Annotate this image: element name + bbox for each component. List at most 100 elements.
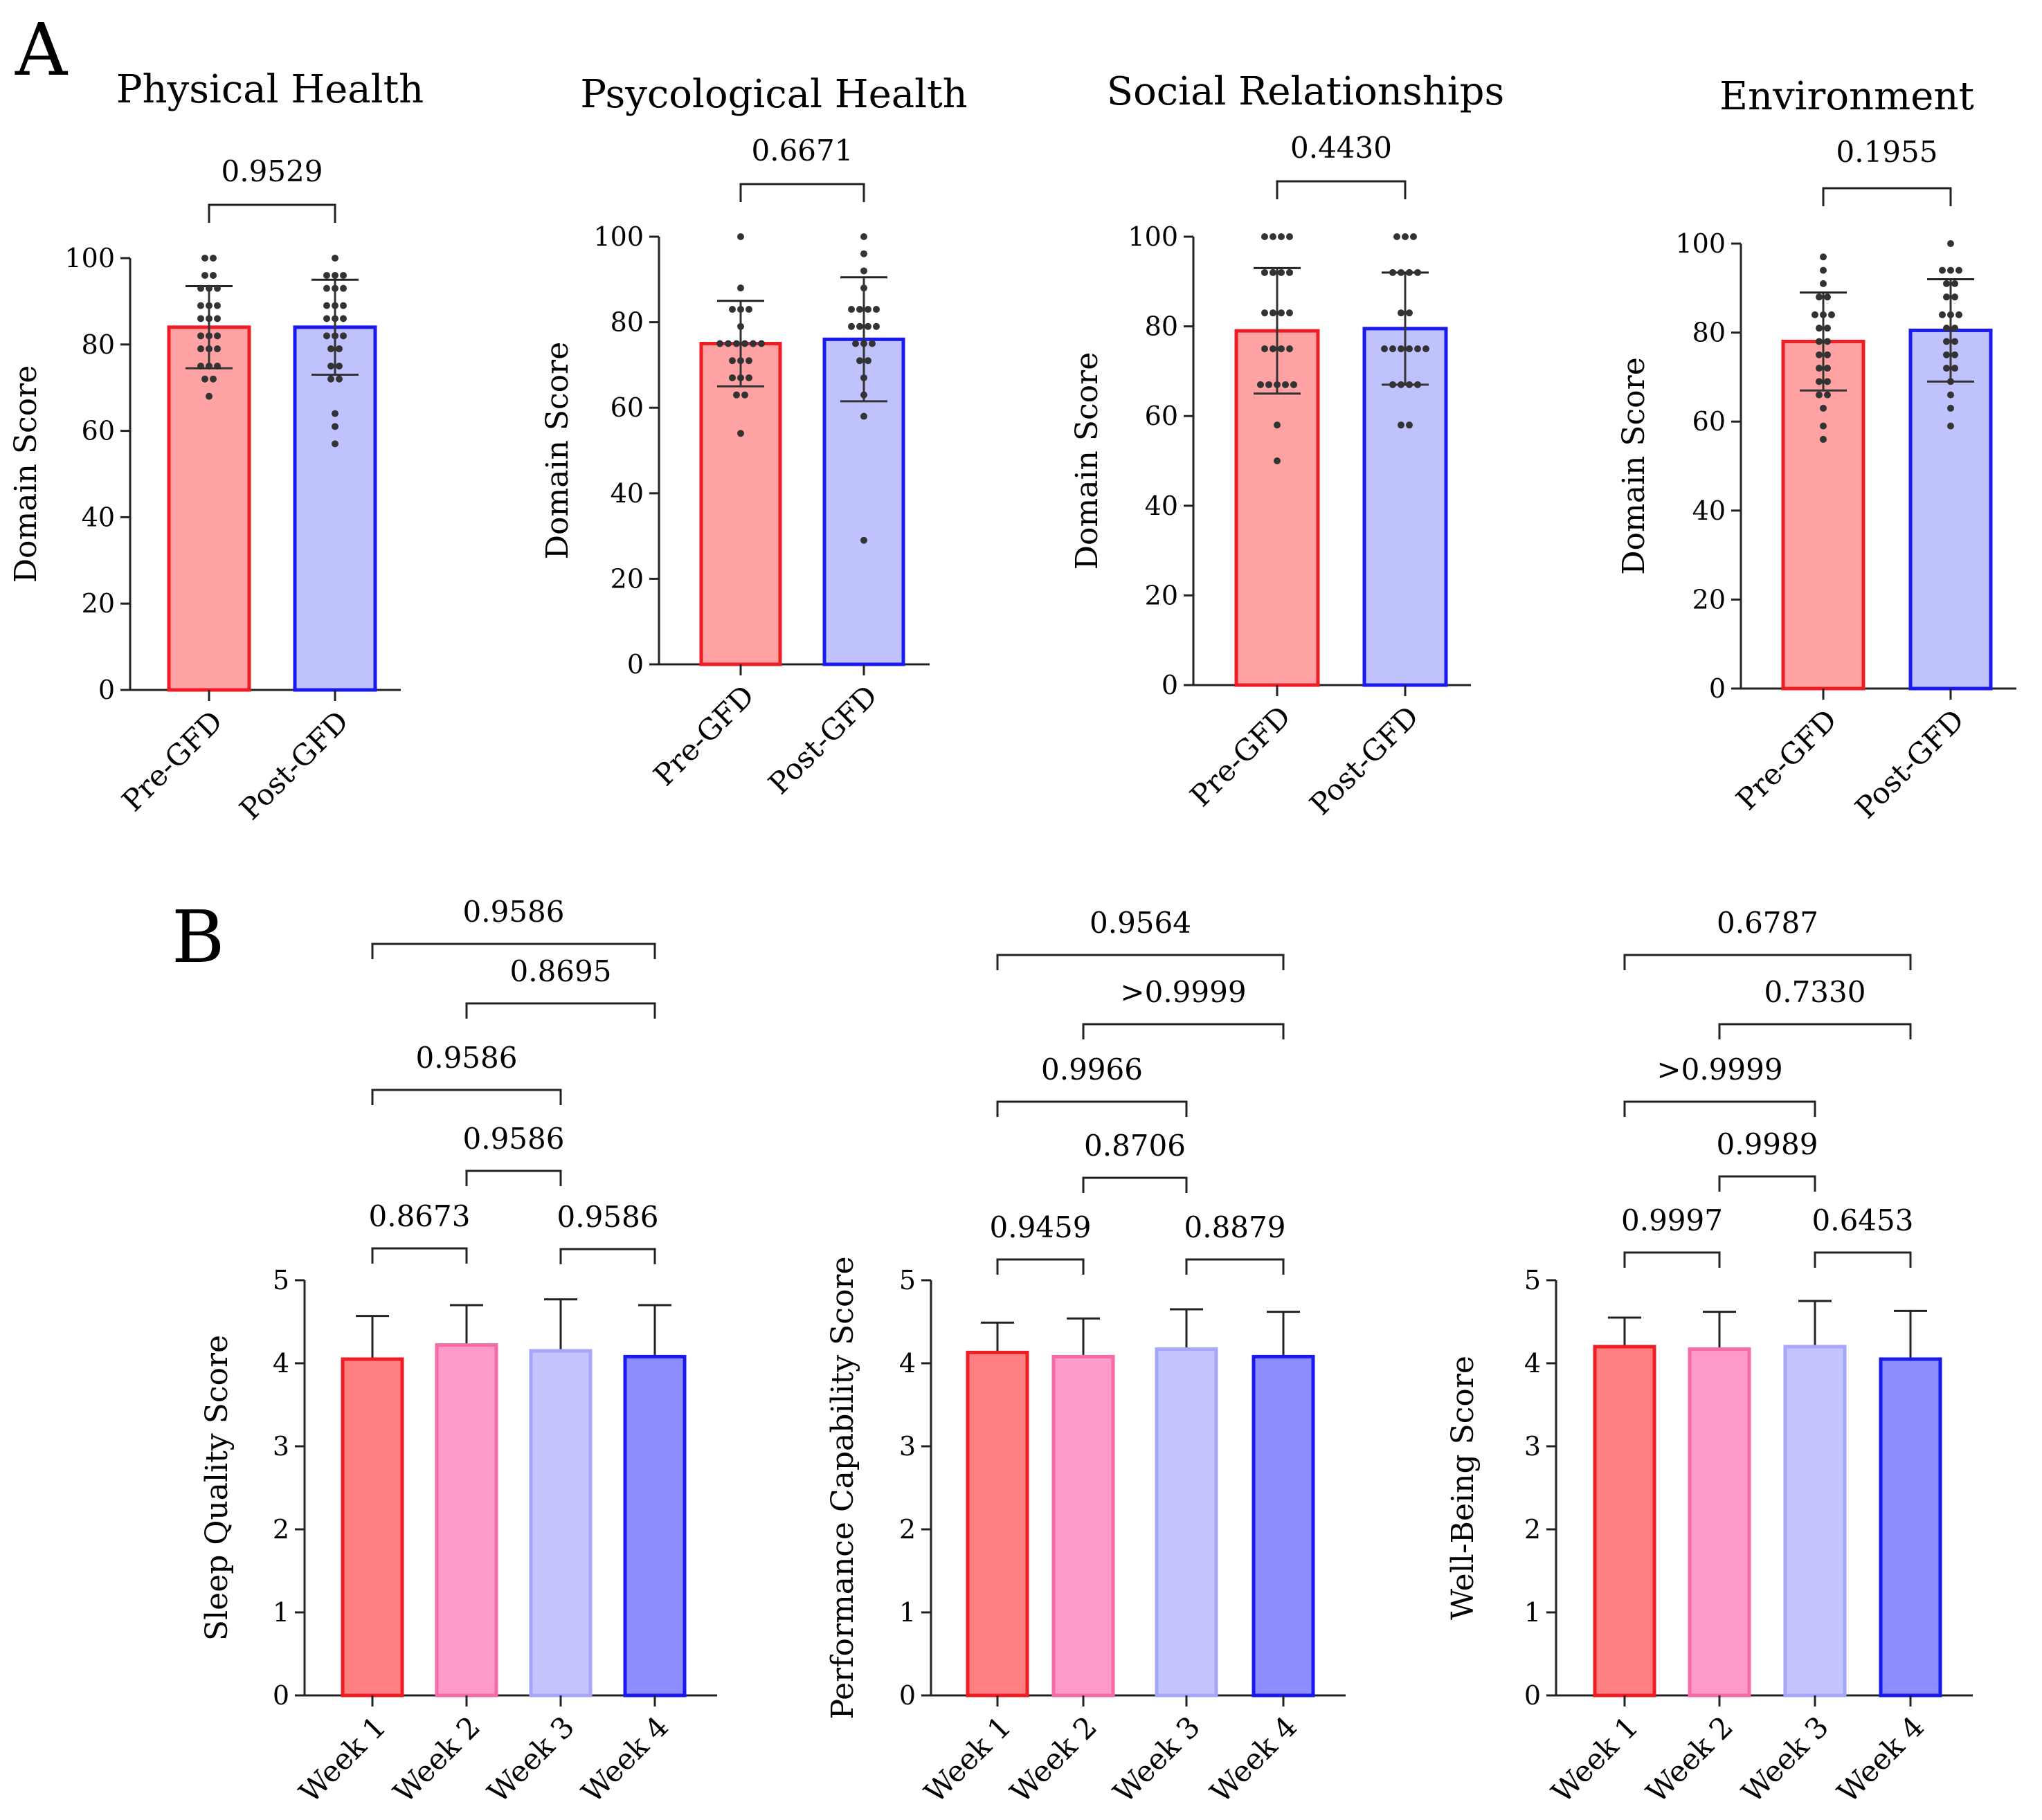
data-point xyxy=(1410,233,1417,240)
data-point xyxy=(860,233,867,240)
data-point xyxy=(340,302,347,309)
data-point xyxy=(860,412,867,420)
data-point xyxy=(1257,381,1264,388)
data-point xyxy=(1943,280,1950,287)
y-axis-label: Sleep Quality Score xyxy=(199,1335,235,1641)
data-point xyxy=(1270,269,1276,276)
data-point xyxy=(873,306,880,313)
y-tick-label: 60 xyxy=(1692,406,1726,437)
comparison-bracket xyxy=(996,1258,1085,1275)
data-point xyxy=(737,322,744,330)
data-point xyxy=(1816,351,1823,358)
data-point xyxy=(214,302,221,309)
data-point xyxy=(1270,233,1276,240)
data-point xyxy=(206,284,213,292)
panel-label-b: B xyxy=(172,895,224,979)
data-point xyxy=(201,375,208,383)
comparison-bracket xyxy=(371,1089,562,1105)
y-tick-label: 80 xyxy=(1145,311,1178,342)
data-point xyxy=(1951,338,1958,345)
y-tick-label: 0 xyxy=(899,1680,916,1711)
chart-3: Social Relationships 0 20 40 60 80 100 Domain S… xyxy=(1069,69,1504,821)
data-point xyxy=(1389,381,1396,388)
x-tick-label: Pre-GFD xyxy=(115,704,229,818)
chart-6: 0 1 2 3 4 5 Performance Capability Score Week 1… xyxy=(825,906,1346,1810)
x-tick-label: Post-GFD xyxy=(1848,702,1971,825)
data-point xyxy=(340,271,347,279)
y-tick-label: 4 xyxy=(273,1348,289,1378)
data-point xyxy=(1274,381,1281,388)
comparison-bracket xyxy=(996,1100,1188,1117)
data-point xyxy=(332,423,338,430)
comparison-bracket xyxy=(371,1247,468,1264)
data-point xyxy=(1402,233,1409,240)
data-point xyxy=(1286,233,1293,240)
p-value-label: 0.9997 xyxy=(1621,1203,1723,1237)
y-tick-label: 3 xyxy=(273,1431,289,1462)
p-value-label: 0.9586 xyxy=(463,1122,565,1156)
data-point xyxy=(332,315,338,322)
y-tick-label: 0 xyxy=(1524,1680,1541,1711)
data-point xyxy=(327,345,334,353)
data-point xyxy=(332,284,338,292)
data-point xyxy=(1278,345,1285,352)
data-point xyxy=(1943,293,1950,301)
data-point xyxy=(1414,381,1421,388)
data-point xyxy=(1820,422,1827,430)
data-point xyxy=(210,271,217,279)
y-tick-label: 3 xyxy=(899,1431,916,1462)
bar-week-1 xyxy=(341,1357,404,1698)
data-point xyxy=(1951,280,1958,287)
comparison-bracket xyxy=(996,954,1285,970)
bar-week-1 xyxy=(966,1350,1029,1698)
y-tick-label: 0 xyxy=(627,649,644,680)
p-value-label: 0.6787 xyxy=(1717,906,1818,940)
chart-1: Physical Health 0 20 40 60 80 100 Domain Score P… xyxy=(8,67,424,826)
data-point xyxy=(327,375,334,383)
data-point xyxy=(214,315,221,322)
x-tick-label: Week 2 xyxy=(387,1709,487,1809)
data-point xyxy=(1820,311,1827,318)
data-point xyxy=(197,302,204,309)
data-point xyxy=(729,357,736,365)
y-tick-label: 0 xyxy=(1162,670,1178,700)
p-value-label: 0.9529 xyxy=(222,154,323,188)
data-point xyxy=(733,391,740,399)
data-point xyxy=(1824,391,1831,399)
data-point xyxy=(1389,345,1396,352)
data-point xyxy=(1274,421,1281,429)
data-point xyxy=(737,374,744,381)
bar-pre-gfd xyxy=(1781,339,1865,691)
y-tick-label: 2 xyxy=(899,1514,916,1545)
data-point xyxy=(737,357,744,365)
y-tick-label: 60 xyxy=(611,392,644,423)
data-point xyxy=(1398,309,1404,317)
data-point xyxy=(856,357,863,365)
data-point xyxy=(1824,338,1831,345)
data-point xyxy=(1278,309,1285,317)
x-tick-label: Week 3 xyxy=(1107,1709,1207,1809)
data-point xyxy=(1820,253,1827,261)
bar-week-3 xyxy=(1155,1347,1218,1698)
bar-week-2 xyxy=(1051,1354,1115,1698)
x-tick-label: Post-GFD xyxy=(761,678,884,801)
data-point xyxy=(716,340,723,347)
data-point xyxy=(733,340,740,347)
data-point xyxy=(1282,381,1289,388)
data-point xyxy=(865,322,871,330)
p-value-label: 0.9586 xyxy=(463,895,565,929)
y-tick-label: 40 xyxy=(82,502,115,532)
data-point xyxy=(1270,345,1276,352)
data-point xyxy=(323,284,330,292)
p-value-label: 0.9989 xyxy=(1717,1127,1818,1161)
data-point xyxy=(1943,351,1950,358)
y-tick-label: 4 xyxy=(1524,1348,1541,1378)
data-point xyxy=(1261,345,1268,352)
data-point xyxy=(340,315,347,322)
data-point xyxy=(1824,293,1831,301)
bar-week-4 xyxy=(1252,1354,1315,1698)
y-tick-label: 100 xyxy=(1675,228,1726,259)
x-tick-label: Week 4 xyxy=(575,1709,675,1809)
y-tick-label: 2 xyxy=(1524,1514,1541,1545)
